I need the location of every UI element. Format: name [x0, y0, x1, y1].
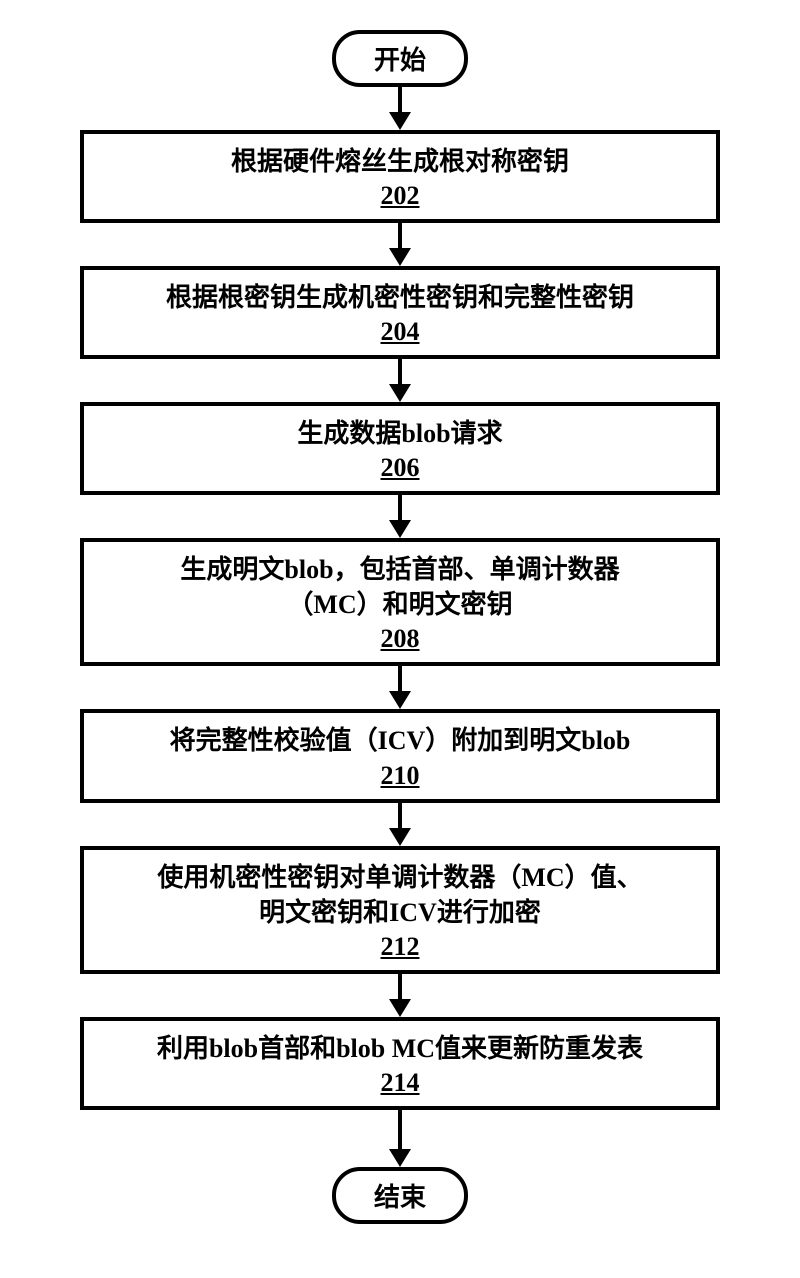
arrow — [389, 803, 411, 846]
start-terminal: 开始 — [332, 30, 468, 87]
process-text: 使用机密性密钥对单调计数器（MC）值、明文密钥和ICV进行加密 — [94, 860, 706, 930]
arrow — [389, 1110, 411, 1167]
process-text: 根据硬件熔丝生成根对称密钥 — [94, 144, 706, 179]
process-step: 生成数据blob请求206 — [80, 402, 720, 495]
arrow — [389, 359, 411, 402]
arrow — [389, 666, 411, 709]
process-step: 根据根密钥生成机密性密钥和完整性密钥204 — [80, 266, 720, 359]
arrow — [389, 87, 411, 130]
process-text: 生成明文blob，包括首部、单调计数器（MC）和明文密钥 — [94, 552, 706, 622]
process-ref: 210 — [94, 761, 706, 791]
process-text: 根据根密钥生成机密性密钥和完整性密钥 — [94, 280, 706, 315]
process-step: 将完整性校验值（ICV）附加到明文blob210 — [80, 709, 720, 802]
process-ref: 214 — [94, 1068, 706, 1098]
process-ref: 202 — [94, 181, 706, 211]
arrow — [389, 495, 411, 538]
arrow — [389, 223, 411, 266]
process-step: 利用blob首部和blob MC值来更新防重发表214 — [80, 1017, 720, 1110]
process-ref: 206 — [94, 453, 706, 483]
process-step: 使用机密性密钥对单调计数器（MC）值、明文密钥和ICV进行加密212 — [80, 846, 720, 974]
process-ref: 204 — [94, 317, 706, 347]
process-text: 生成数据blob请求 — [94, 416, 706, 451]
process-step: 根据硬件熔丝生成根对称密钥202 — [80, 130, 720, 223]
process-ref: 208 — [94, 624, 706, 654]
arrow — [389, 974, 411, 1017]
process-text: 将完整性校验值（ICV）附加到明文blob — [94, 723, 706, 758]
process-step: 生成明文blob，包括首部、单调计数器（MC）和明文密钥208 — [80, 538, 720, 666]
flowchart-container: 开始根据硬件熔丝生成根对称密钥202 根据根密钥生成机密性密钥和完整性密钥204 生… — [0, 0, 800, 1264]
end-terminal: 结束 — [332, 1167, 468, 1224]
process-text: 利用blob首部和blob MC值来更新防重发表 — [94, 1031, 706, 1066]
process-ref: 212 — [94, 932, 706, 962]
